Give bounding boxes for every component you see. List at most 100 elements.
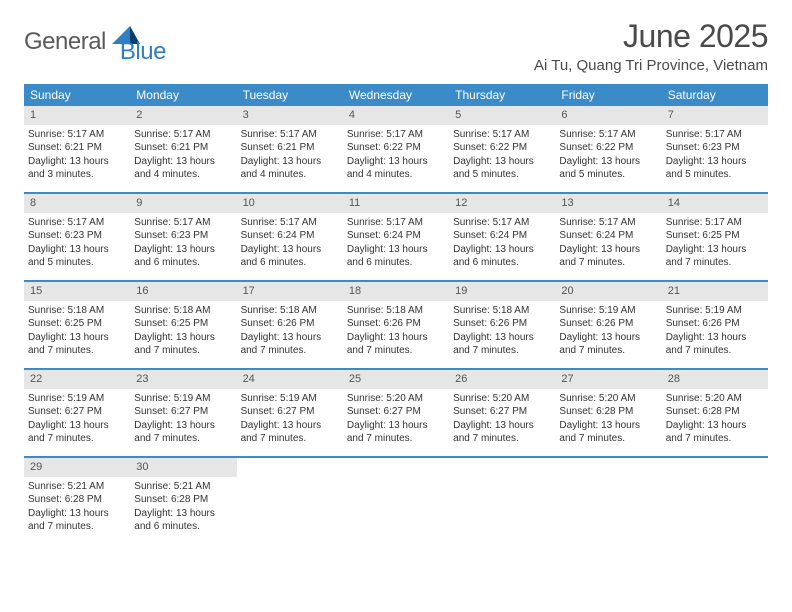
sunrise-line: Sunrise: 5:19 AM <box>28 392 126 406</box>
day-number: 20 <box>561 285 573 297</box>
sunrise-line: Sunrise: 5:17 AM <box>347 216 445 230</box>
sunrise-line: Sunrise: 5:18 AM <box>241 304 339 318</box>
weekday-header-cell: Tuesday <box>237 84 343 106</box>
daylight-line: Daylight: 13 hours and 7 minutes. <box>241 331 339 358</box>
day-number: 22 <box>30 373 42 385</box>
sunrise-line: Sunrise: 5:19 AM <box>241 392 339 406</box>
week-row: 22Sunrise: 5:19 AMSunset: 6:27 PMDayligh… <box>24 370 768 458</box>
day-number-band: 5 <box>449 106 555 125</box>
daylight-line: Daylight: 13 hours and 7 minutes. <box>134 331 232 358</box>
day-cell: 23Sunrise: 5:19 AMSunset: 6:27 PMDayligh… <box>130 370 236 456</box>
daylight-line: Daylight: 13 hours and 5 minutes. <box>666 155 764 182</box>
sunset-line: Sunset: 6:27 PM <box>241 405 339 419</box>
sunset-line: Sunset: 6:23 PM <box>666 141 764 155</box>
day-number-band: 18 <box>343 282 449 301</box>
daylight-line: Daylight: 13 hours and 5 minutes. <box>453 155 551 182</box>
daylight-line: Daylight: 13 hours and 3 minutes. <box>28 155 126 182</box>
day-number: 23 <box>136 373 148 385</box>
day-cell: 17Sunrise: 5:18 AMSunset: 6:26 PMDayligh… <box>237 282 343 368</box>
day-number-band: 27 <box>555 370 661 389</box>
sunset-line: Sunset: 6:25 PM <box>666 229 764 243</box>
day-cell: 14Sunrise: 5:17 AMSunset: 6:25 PMDayligh… <box>662 194 768 280</box>
sunrise-line: Sunrise: 5:19 AM <box>559 304 657 318</box>
sunrise-line: Sunrise: 5:17 AM <box>241 216 339 230</box>
sunset-line: Sunset: 6:26 PM <box>559 317 657 331</box>
sunrise-line: Sunrise: 5:18 AM <box>347 304 445 318</box>
weekday-header-cell: Saturday <box>662 84 768 106</box>
weekday-header-cell: Monday <box>130 84 236 106</box>
weekday-header-cell: Thursday <box>449 84 555 106</box>
day-number-band: 13 <box>555 194 661 213</box>
empty-day-cell <box>662 458 768 544</box>
brand-word-1: General <box>24 28 106 56</box>
sunset-line: Sunset: 6:28 PM <box>134 493 232 507</box>
title-block: June 2025 Ai Tu, Quang Tri Province, Vie… <box>534 18 768 74</box>
weekday-header-cell: Wednesday <box>343 84 449 106</box>
sunset-line: Sunset: 6:25 PM <box>28 317 126 331</box>
sunset-line: Sunset: 6:26 PM <box>666 317 764 331</box>
day-number: 16 <box>136 285 148 297</box>
day-number: 5 <box>455 109 461 121</box>
empty-day-cell <box>555 458 661 544</box>
sunset-line: Sunset: 6:21 PM <box>241 141 339 155</box>
sunset-line: Sunset: 6:21 PM <box>134 141 232 155</box>
sunset-line: Sunset: 6:28 PM <box>666 405 764 419</box>
daylight-line: Daylight: 13 hours and 7 minutes. <box>134 419 232 446</box>
daylight-line: Daylight: 13 hours and 7 minutes. <box>241 419 339 446</box>
sunset-line: Sunset: 6:27 PM <box>453 405 551 419</box>
day-cell: 15Sunrise: 5:18 AMSunset: 6:25 PMDayligh… <box>24 282 130 368</box>
day-number-band: 29 <box>24 458 130 477</box>
day-number: 18 <box>349 285 361 297</box>
day-number-band: 19 <box>449 282 555 301</box>
day-cell: 3Sunrise: 5:17 AMSunset: 6:21 PMDaylight… <box>237 106 343 192</box>
day-number-band: 2 <box>130 106 236 125</box>
day-cell: 12Sunrise: 5:17 AMSunset: 6:24 PMDayligh… <box>449 194 555 280</box>
daylight-line: Daylight: 13 hours and 7 minutes. <box>559 419 657 446</box>
sunrise-line: Sunrise: 5:17 AM <box>134 128 232 142</box>
day-number: 28 <box>668 373 680 385</box>
sunset-line: Sunset: 6:25 PM <box>134 317 232 331</box>
day-number: 29 <box>30 461 42 473</box>
daylight-line: Daylight: 13 hours and 5 minutes. <box>28 243 126 270</box>
month-title: June 2025 <box>534 18 768 55</box>
day-number-band: 28 <box>662 370 768 389</box>
day-cell: 5Sunrise: 5:17 AMSunset: 6:22 PMDaylight… <box>449 106 555 192</box>
sunset-line: Sunset: 6:26 PM <box>241 317 339 331</box>
day-cell: 6Sunrise: 5:17 AMSunset: 6:22 PMDaylight… <box>555 106 661 192</box>
day-cell: 10Sunrise: 5:17 AMSunset: 6:24 PMDayligh… <box>237 194 343 280</box>
weekday-header-cell: Friday <box>555 84 661 106</box>
daylight-line: Daylight: 13 hours and 7 minutes. <box>559 243 657 270</box>
day-cell: 20Sunrise: 5:19 AMSunset: 6:26 PMDayligh… <box>555 282 661 368</box>
daylight-line: Daylight: 13 hours and 7 minutes. <box>28 331 126 358</box>
weekday-header-row: SundayMondayTuesdayWednesdayThursdayFrid… <box>24 84 768 106</box>
sunset-line: Sunset: 6:22 PM <box>453 141 551 155</box>
day-number: 10 <box>243 197 255 209</box>
sunrise-line: Sunrise: 5:17 AM <box>28 128 126 142</box>
sunset-line: Sunset: 6:28 PM <box>28 493 126 507</box>
day-number-band: 10 <box>237 194 343 213</box>
day-cell: 30Sunrise: 5:21 AMSunset: 6:28 PMDayligh… <box>130 458 236 544</box>
week-row: 8Sunrise: 5:17 AMSunset: 6:23 PMDaylight… <box>24 194 768 282</box>
day-cell: 27Sunrise: 5:20 AMSunset: 6:28 PMDayligh… <box>555 370 661 456</box>
day-number-band: 21 <box>662 282 768 301</box>
day-number: 30 <box>136 461 148 473</box>
day-number-band: 6 <box>555 106 661 125</box>
day-number-band: 30 <box>130 458 236 477</box>
day-cell: 7Sunrise: 5:17 AMSunset: 6:23 PMDaylight… <box>662 106 768 192</box>
sunset-line: Sunset: 6:21 PM <box>28 141 126 155</box>
day-cell: 19Sunrise: 5:18 AMSunset: 6:26 PMDayligh… <box>449 282 555 368</box>
day-number-band: 4 <box>343 106 449 125</box>
weekday-header-cell: Sunday <box>24 84 130 106</box>
sunrise-line: Sunrise: 5:17 AM <box>453 216 551 230</box>
sunrise-line: Sunrise: 5:20 AM <box>347 392 445 406</box>
daylight-line: Daylight: 13 hours and 7 minutes. <box>666 243 764 270</box>
day-number-band: 15 <box>24 282 130 301</box>
day-number: 12 <box>455 197 467 209</box>
day-number: 25 <box>349 373 361 385</box>
day-cell: 29Sunrise: 5:21 AMSunset: 6:28 PMDayligh… <box>24 458 130 544</box>
location-subtitle: Ai Tu, Quang Tri Province, Vietnam <box>534 57 768 74</box>
sunrise-line: Sunrise: 5:21 AM <box>134 480 232 494</box>
empty-day-cell <box>343 458 449 544</box>
sunrise-line: Sunrise: 5:18 AM <box>453 304 551 318</box>
day-number-band: 16 <box>130 282 236 301</box>
